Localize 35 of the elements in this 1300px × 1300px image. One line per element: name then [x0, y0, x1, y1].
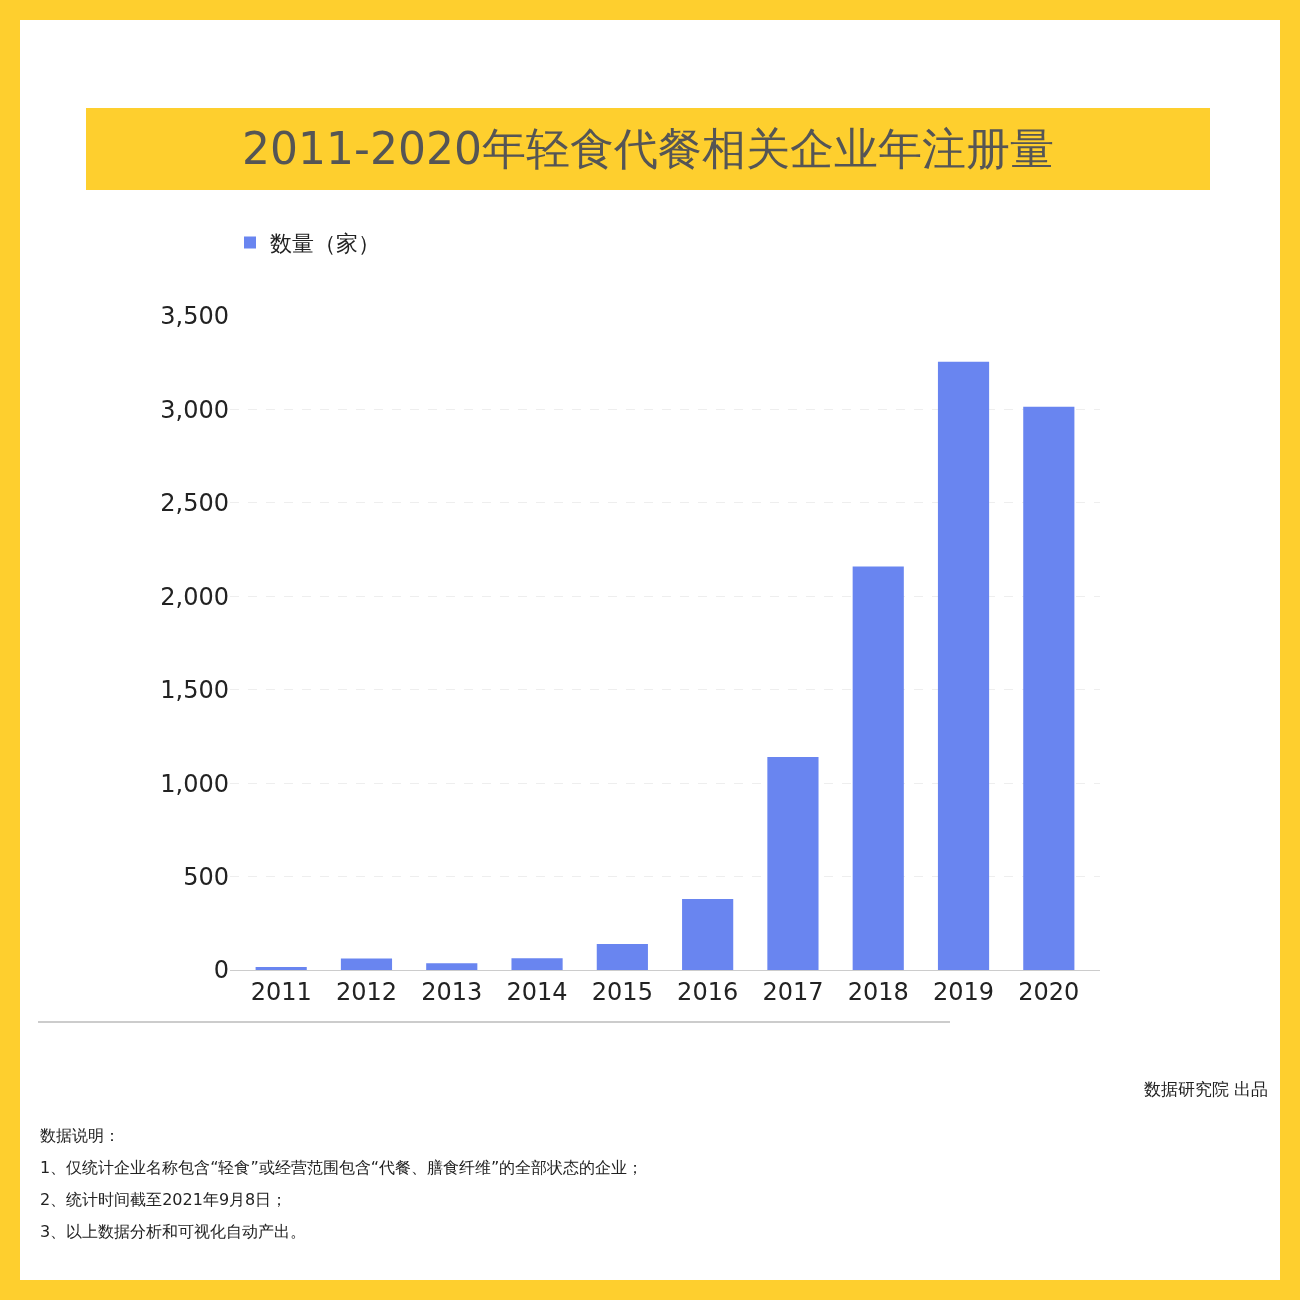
y-tick-label: 2,500 [160, 489, 229, 518]
y-tick-label: 2,000 [160, 582, 229, 611]
bar [852, 566, 904, 970]
y-tick-label: 3,000 [160, 395, 229, 424]
text: 1、仅统计企业名称包含“轻食”或经营范围包含“代餐、膳食纤维”的全部状态的企业； [40, 1157, 644, 1179]
bar [596, 944, 648, 970]
x-tick-label: 2018 [847, 977, 909, 1006]
y-tick-label: 0 [213, 956, 229, 985]
y-tick-label: 1,500 [160, 676, 229, 705]
x-tick-label: 2013 [421, 977, 483, 1006]
bar [340, 958, 393, 970]
text: 数据说明： [40, 1125, 121, 1147]
x-tick-label: 2015 [591, 977, 653, 1006]
bar [511, 958, 563, 970]
x-tick-label: 2012 [335, 977, 398, 1006]
x-tick-label: 2011 [250, 977, 312, 1006]
x-tick-label: 2014 [506, 977, 568, 1006]
x-tick-label: 2020 [1018, 977, 1080, 1006]
chart-title: 2011-2020年轻食代餐相关企业年注册量 [86, 108, 1210, 190]
x-tick-label: 2019 [932, 977, 995, 1006]
legend-label: 数量（家） [270, 231, 380, 257]
bar [682, 898, 734, 970]
bar [937, 361, 990, 970]
bar [1023, 406, 1075, 970]
y-tick-label: 1,000 [160, 769, 229, 798]
text: 3、以上数据分析和可视化自动产出。 [40, 1221, 308, 1243]
y-tick-label: 500 [183, 862, 229, 891]
text: 2、统计时间截至2021年9月8日； [40, 1189, 289, 1211]
x-tick-label: 2016 [677, 977, 739, 1006]
text: 数据研究院 出品 [1143, 1078, 1268, 1101]
bar [767, 756, 819, 970]
y-tick-label: 3,500 [160, 302, 229, 331]
bar [255, 967, 307, 970]
x-tick-label: 2017 [762, 977, 824, 1006]
bar [426, 963, 478, 970]
